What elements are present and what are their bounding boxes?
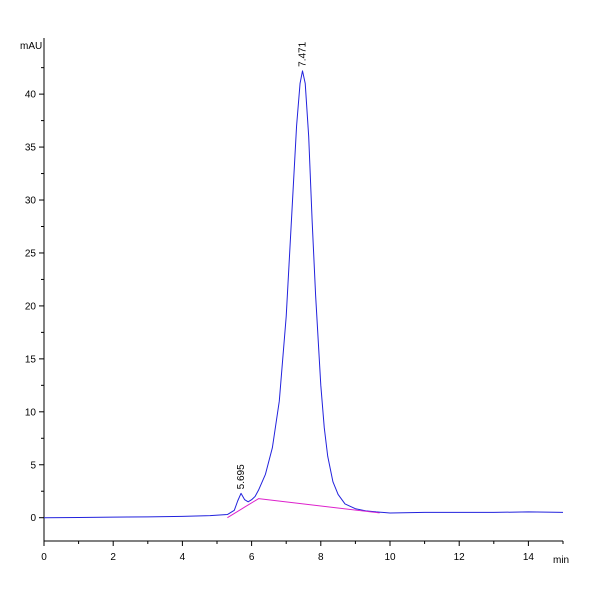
x-tick-label: 8 — [318, 552, 324, 563]
y-tick-label: 20 — [25, 301, 37, 312]
x-tick-label: 0 — [41, 552, 47, 563]
peak-label: 5.695 — [236, 464, 247, 489]
x-ticks: 0 2 4 6 8 10 12 14 — [41, 541, 564, 563]
y-ticks: 0 5 10 15 20 25 30 35 40 — [25, 67, 44, 524]
y-unit-label: mAU — [20, 41, 42, 52]
x-unit-label: min — [553, 555, 569, 566]
y-tick-label: 5 — [30, 460, 36, 471]
signal-trace — [43, 70, 564, 519]
y-tick-label: 25 — [25, 248, 37, 259]
peak-labels: 5.695 7.471 — [236, 41, 308, 489]
peak-label: 7.471 — [297, 41, 308, 66]
y-tick-label: 35 — [25, 143, 37, 154]
y-tick-label: 15 — [25, 354, 37, 365]
x-tick-label: 10 — [384, 552, 396, 563]
series-layer — [43, 70, 564, 519]
y-tick-label: 40 — [25, 90, 37, 101]
y-tick-label: 10 — [25, 407, 37, 418]
y-tick-label: 30 — [25, 196, 37, 207]
y-tick-label: 0 — [30, 513, 36, 524]
x-tick-label: 12 — [454, 552, 466, 563]
x-tick-label: 2 — [110, 552, 116, 563]
x-tick-label: 4 — [180, 552, 186, 563]
baseline-trace — [227, 498, 380, 519]
x-tick-label: 14 — [523, 552, 535, 563]
x-tick-label: 6 — [249, 552, 255, 563]
